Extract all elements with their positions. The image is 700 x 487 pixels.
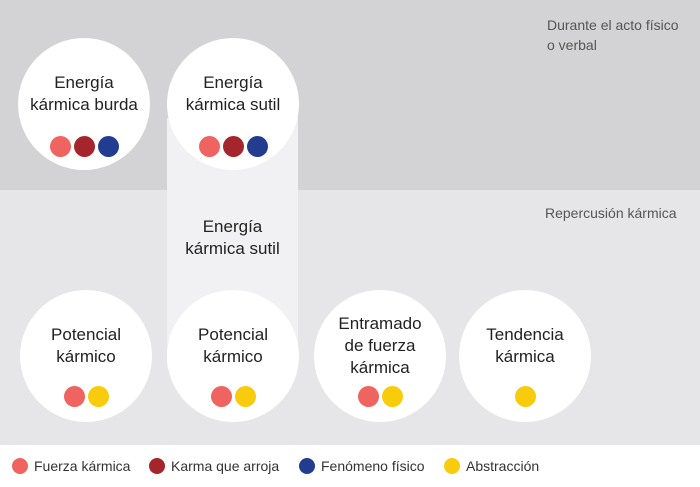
node-title: Entramado de fuerza kármica <box>338 314 422 377</box>
legend-item-fuerza: Fuerza kármica <box>12 458 130 474</box>
node-dots <box>459 386 591 407</box>
node-dots <box>18 136 150 157</box>
node-title: Energía kármica sutil <box>185 73 281 114</box>
bottom-band-label: Repercusión kármica <box>545 205 677 221</box>
fuerza-dot-icon <box>49 136 71 157</box>
karma-dot-icon <box>149 458 165 474</box>
legend-item-karma: Karma que arroja <box>149 458 279 474</box>
node-energia-karmica-sutil: Energía kármica sutil <box>167 38 299 170</box>
node-tendencia-karmica: Tendencia kármica <box>459 290 591 422</box>
top-band-label: Durante el acto físico o verbal <box>547 17 679 53</box>
abstraccion-dot-icon <box>444 458 460 474</box>
node-energia-karmica-burda: Energía kármica burda <box>18 38 150 170</box>
node-dots <box>167 136 299 157</box>
node-title: Energía kármica burda <box>30 73 138 114</box>
legend-item-fenomeno: Fenómeno físico <box>299 458 425 474</box>
legend-label: Karma que arroja <box>171 458 280 474</box>
node-potencial-karmico-2: Potencial kármico <box>167 290 299 422</box>
karma-dot-icon <box>222 136 244 157</box>
abstraccion-dot-icon <box>514 386 536 407</box>
node-title: Tendencia kármica <box>486 325 564 366</box>
fenomeno-dot-icon <box>97 136 119 157</box>
legend-label: Abstracción <box>466 458 540 474</box>
fenomeno-dot-icon <box>299 458 315 474</box>
node-dots <box>167 386 299 407</box>
fuerza-dot-icon <box>63 386 85 407</box>
fuerza-dot-icon <box>12 458 28 474</box>
node-title: Potencial kármico <box>51 325 121 366</box>
fuerza-dot-icon <box>198 136 220 157</box>
abstraccion-dot-icon <box>381 386 403 407</box>
middle-subtle-energy-label: Energía kármica sutil <box>185 217 280 258</box>
abstraccion-dot-icon <box>234 386 256 407</box>
legend-label: Fuerza kármica <box>34 458 131 474</box>
fuerza-dot-icon <box>357 386 379 407</box>
karma-dot-icon <box>73 136 95 157</box>
node-entramado-fuerza-karmica: Entramado de fuerza kármica <box>314 290 446 422</box>
legend: Fuerza kármica Karma que arroja Fenómeno… <box>0 445 700 487</box>
fenomeno-dot-icon <box>246 136 268 157</box>
abstraccion-dot-icon <box>87 386 109 407</box>
node-dots <box>20 386 152 407</box>
node-potencial-karmico-1: Potencial kármico <box>20 290 152 422</box>
node-dots <box>314 386 446 407</box>
legend-item-abstraccion: Abstracción <box>444 458 539 474</box>
legend-label: Fenómeno físico <box>321 458 425 474</box>
fuerza-dot-icon <box>210 386 232 407</box>
node-title: Potencial kármico <box>198 325 268 366</box>
